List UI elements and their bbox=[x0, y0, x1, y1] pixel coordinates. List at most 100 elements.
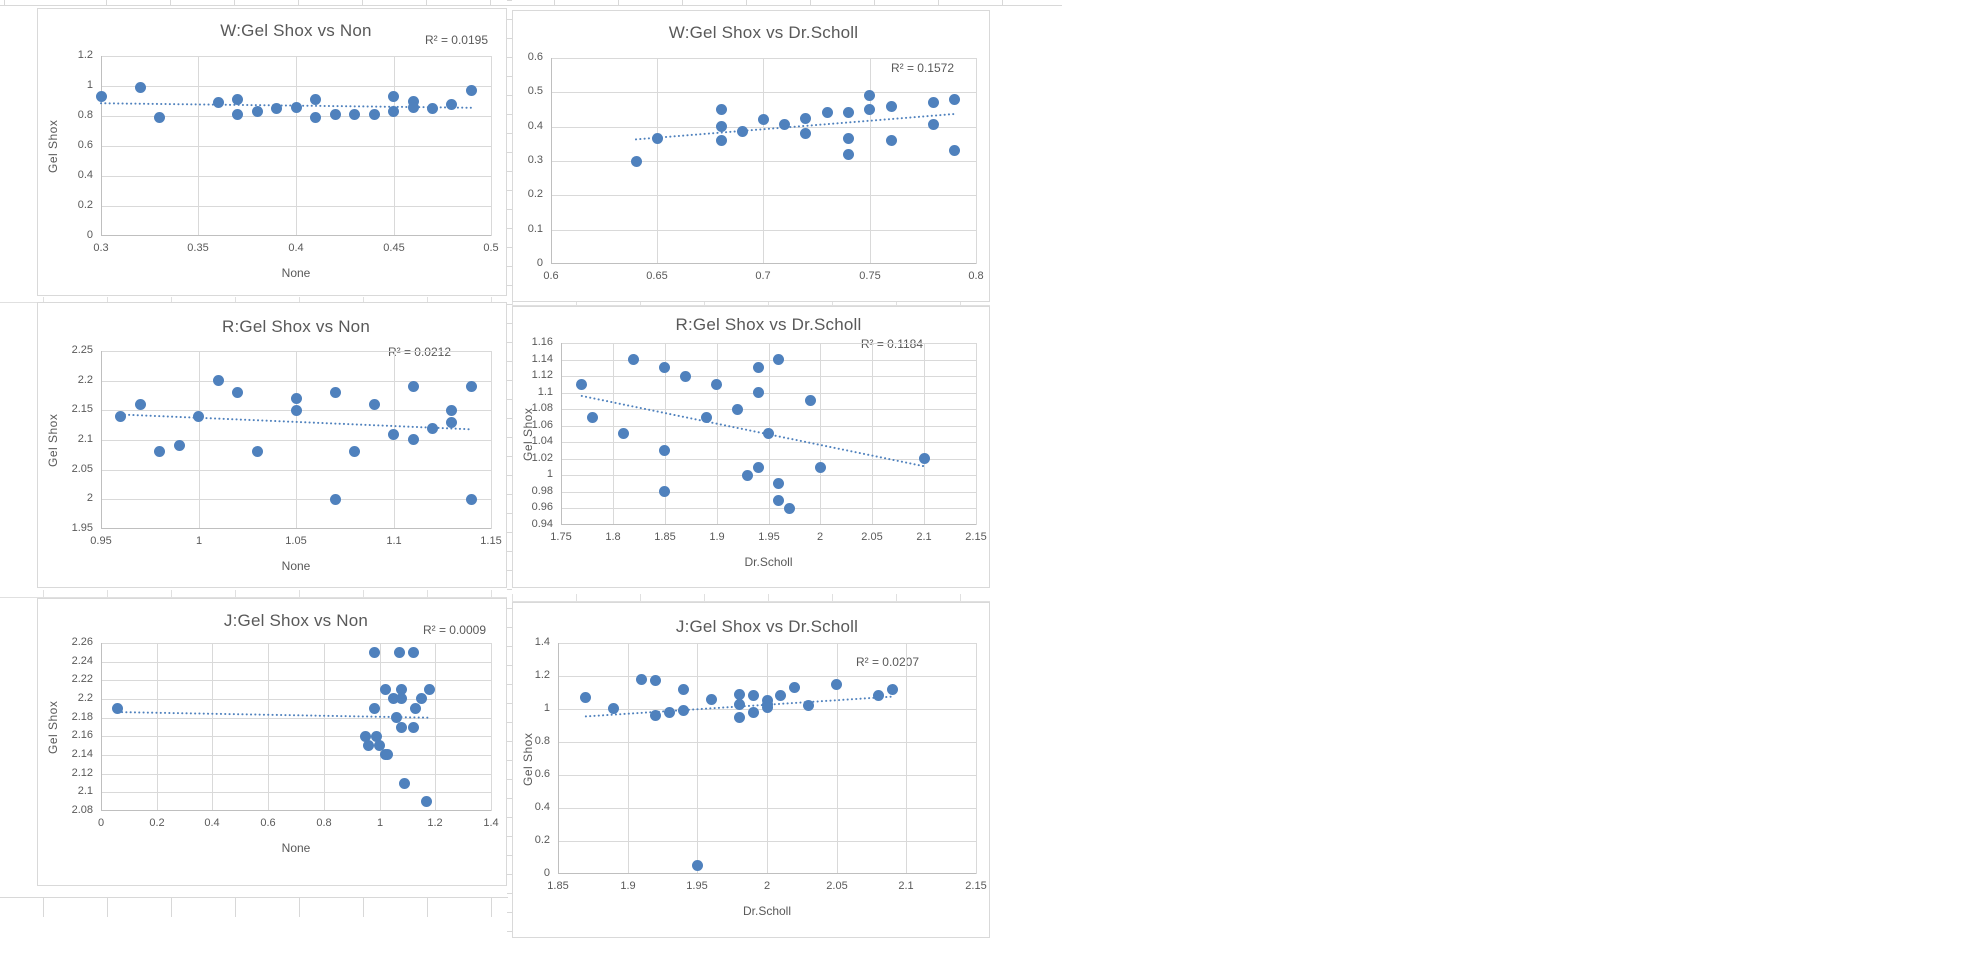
chart-gridline-vertical bbox=[872, 343, 873, 525]
x-axis-tick-label: 2.1 bbox=[898, 880, 914, 892]
chart-j-gelshox-vs-non[interactable]: J:Gel Shox vs Non R² = 0.0009 0 0.2 0.4 0.6 0.… bbox=[37, 598, 507, 886]
x-axis-tick-label: 1.9 bbox=[709, 531, 725, 543]
data-point bbox=[154, 446, 165, 457]
x-axis-tick-label: 1.95 bbox=[686, 880, 708, 892]
r-squared-label: R² = 0.0212 bbox=[387, 345, 451, 359]
x-axis-tick-label: 0.75 bbox=[859, 270, 881, 282]
data-point bbox=[701, 412, 712, 423]
y-axis-tick-label: 1.1 bbox=[537, 386, 553, 398]
data-point bbox=[773, 495, 784, 506]
y-axis-tick-label: 0.5 bbox=[527, 85, 543, 97]
data-point bbox=[349, 109, 360, 120]
data-point bbox=[310, 112, 321, 123]
y-axis-tick-label: 2.15 bbox=[71, 403, 93, 415]
data-point bbox=[446, 99, 457, 110]
data-point bbox=[396, 684, 407, 695]
data-point bbox=[775, 690, 786, 701]
chart-gridline-horizontal bbox=[101, 499, 491, 500]
chart-w-gelshox-vs-non[interactable]: W:Gel Shox vs Non R² = 0.0195 0.3 0.35 0.4 0.… bbox=[37, 8, 507, 296]
chart-w-gelshox-vs-drscholl[interactable]: W:Gel Shox vs Dr.Scholl R² = 0.1572 0.6 0.6… bbox=[512, 10, 990, 302]
chart-gridline-horizontal bbox=[101, 755, 491, 756]
y-axis-tick-label: 0 bbox=[543, 867, 550, 879]
x-axis-title: None bbox=[281, 266, 311, 280]
chart-gridline-vertical bbox=[697, 643, 698, 874]
data-point bbox=[446, 405, 457, 416]
y-axis-tick-label: 0.3 bbox=[527, 154, 543, 166]
data-point bbox=[716, 104, 727, 115]
chart-gridline-vertical bbox=[324, 643, 325, 811]
chart-gridline-horizontal bbox=[101, 56, 491, 57]
chart-gridline-horizontal bbox=[101, 699, 491, 700]
sheet-grid-rowgap-right-1 bbox=[512, 300, 990, 306]
chart-gridline-horizontal bbox=[101, 381, 491, 382]
data-point bbox=[886, 135, 897, 146]
data-point bbox=[748, 707, 759, 718]
chart-gridline-vertical bbox=[268, 643, 269, 811]
y-axis-tick-label: 0.6 bbox=[527, 51, 543, 63]
data-point bbox=[446, 417, 457, 428]
x-axis-tick-label: 0.6 bbox=[260, 817, 276, 829]
y-axis-tick-label: 1.95 bbox=[71, 522, 93, 534]
data-point bbox=[271, 103, 282, 114]
chart-gridline-horizontal bbox=[551, 58, 976, 59]
data-point bbox=[330, 387, 341, 398]
sheet-grid-bottom-strip bbox=[0, 897, 508, 917]
chart-gridline-horizontal bbox=[561, 459, 976, 460]
data-point bbox=[664, 707, 675, 718]
data-point bbox=[758, 114, 769, 125]
data-point bbox=[618, 428, 629, 439]
data-point bbox=[659, 362, 670, 373]
y-axis-tick-label: 1.08 bbox=[531, 402, 553, 414]
chart-j-gelshox-vs-drscholl[interactable]: J:Gel Shox vs Dr.Scholl R² = 0.0207 1.85 1.… bbox=[512, 602, 990, 938]
data-point bbox=[732, 404, 743, 415]
chart-r-gelshox-vs-non[interactable]: R:Gel Shox vs Non R² = 0.0212 0.95 1 1.05 1.1… bbox=[37, 302, 507, 588]
data-point bbox=[753, 362, 764, 373]
x-axis-tick-label: 2.15 bbox=[965, 880, 987, 892]
y-axis-tick-label: 1 bbox=[543, 702, 550, 714]
sheet-grid-rowgap-right-2 bbox=[512, 594, 990, 602]
y-axis-tick-label: 0.4 bbox=[77, 169, 93, 181]
data-point bbox=[822, 107, 833, 118]
y-axis-tick-label: 0.6 bbox=[77, 139, 93, 151]
data-point bbox=[650, 675, 661, 686]
chart-gridline-horizontal bbox=[561, 376, 976, 377]
chart-gridline-horizontal bbox=[101, 774, 491, 775]
data-point bbox=[388, 693, 399, 704]
data-point bbox=[232, 94, 243, 105]
data-point bbox=[949, 145, 960, 156]
data-point bbox=[734, 689, 745, 700]
data-point bbox=[408, 96, 419, 107]
plot-area bbox=[101, 56, 491, 236]
x-axis-title: Dr.Scholl bbox=[742, 904, 792, 918]
x-axis-tick-label: 0.65 bbox=[646, 270, 668, 282]
y-axis-tick-label: 2.22 bbox=[71, 673, 93, 685]
data-point bbox=[748, 690, 759, 701]
sheet-grid-column-gap bbox=[507, 0, 512, 938]
data-point bbox=[843, 149, 854, 160]
data-point bbox=[174, 440, 185, 451]
chart-r-gelshox-vs-drscholl[interactable]: R:Gel Shox vs Dr.Scholl R² = 0.1184 1.75 1.… bbox=[512, 306, 990, 588]
chart-gridline-horizontal bbox=[561, 409, 976, 410]
data-point bbox=[427, 423, 438, 434]
chart-gridline-horizontal bbox=[551, 92, 976, 93]
data-point bbox=[421, 796, 432, 807]
x-axis-tick-label: 0 bbox=[97, 817, 105, 829]
x-axis-tick-label: 0.8 bbox=[316, 817, 332, 829]
data-point bbox=[803, 700, 814, 711]
r-squared-label: R² = 0.0207 bbox=[855, 655, 919, 669]
chart-gridline-horizontal bbox=[101, 680, 491, 681]
data-point bbox=[330, 109, 341, 120]
chart-gridline-vertical bbox=[491, 351, 492, 529]
data-point bbox=[252, 106, 263, 117]
data-point bbox=[652, 133, 663, 144]
data-point bbox=[115, 411, 126, 422]
r-squared-label: R² = 0.1184 bbox=[860, 337, 923, 351]
chart-gridline-horizontal bbox=[558, 742, 976, 743]
data-point bbox=[680, 371, 691, 382]
data-point bbox=[374, 740, 385, 751]
x-axis-tick-label: 1.05 bbox=[285, 535, 307, 547]
data-point bbox=[659, 445, 670, 456]
data-point bbox=[408, 722, 419, 733]
trendline bbox=[580, 394, 926, 468]
